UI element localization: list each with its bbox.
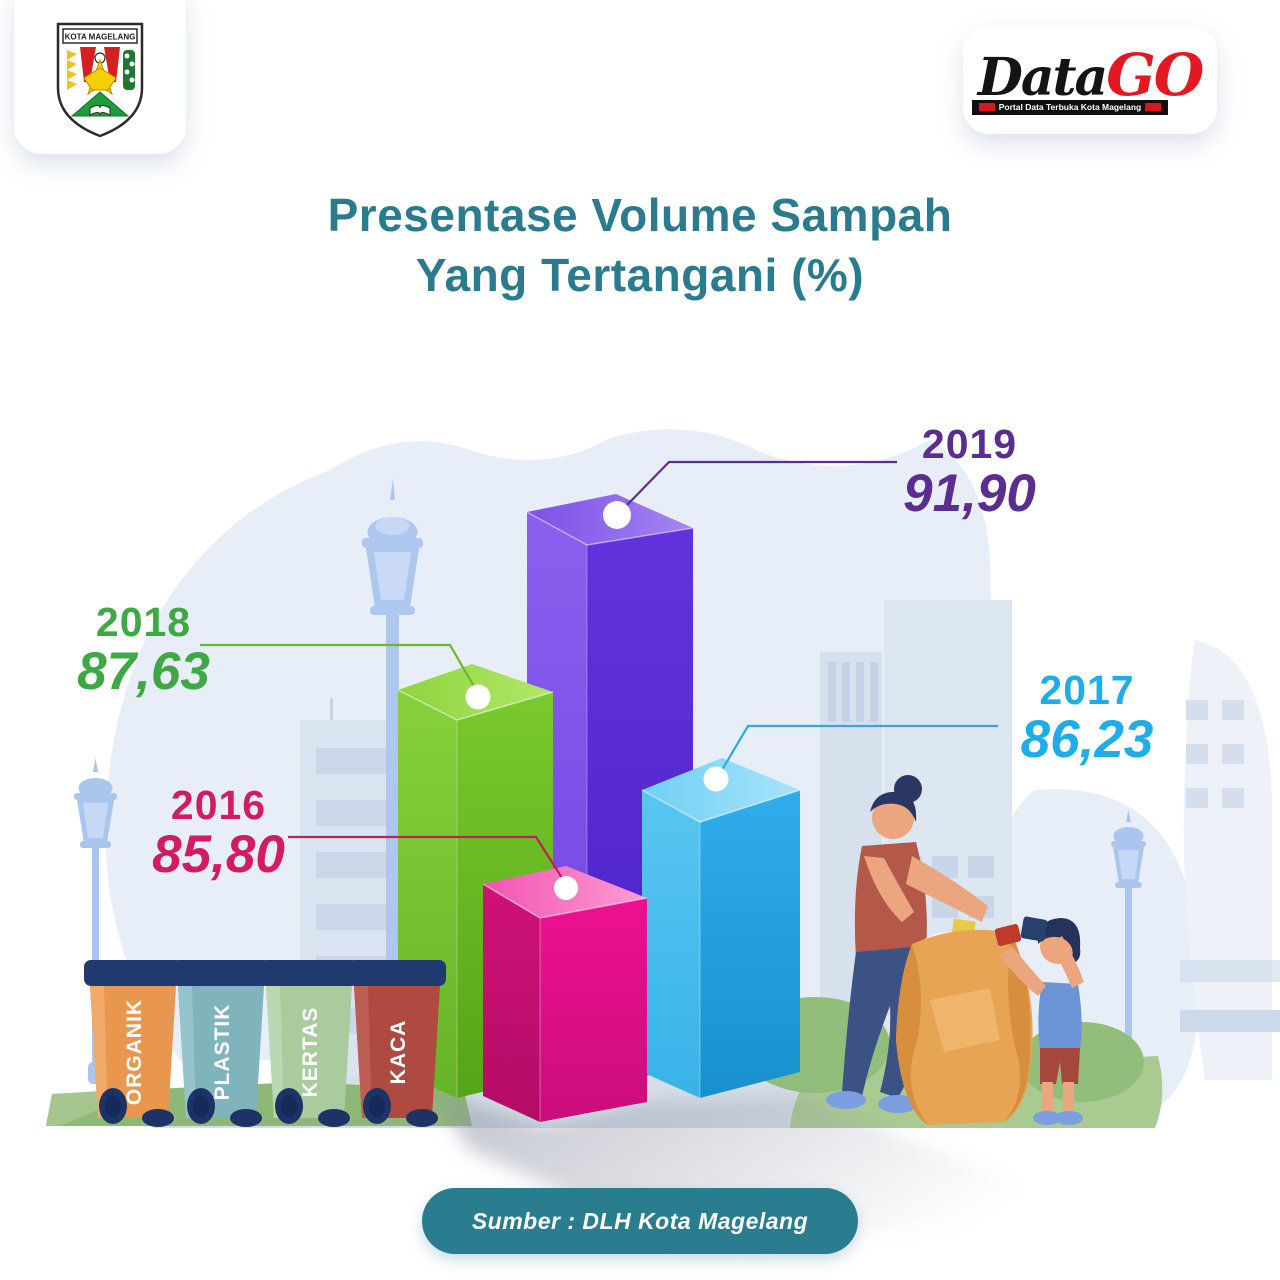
pin-2016	[554, 876, 578, 900]
callout-2019-year: 2019	[921, 421, 1018, 467]
bar-2017	[641, 758, 801, 1098]
callout-2016-value: 85,80	[152, 825, 285, 885]
bar-2016	[482, 866, 648, 1122]
illustration-trash-bag	[896, 918, 1033, 1125]
tagline-accent-left	[978, 103, 995, 111]
bin-kertas: KERTAS	[260, 960, 358, 1127]
page-title-line1: Presentase Volume Sampah	[327, 189, 953, 241]
callout-2019-value: 91,90	[903, 464, 1036, 524]
bin-organik: ORGANIK	[84, 960, 182, 1127]
bin-label-kaca: KACA	[387, 1020, 410, 1085]
tagline-accent-right	[1145, 103, 1162, 111]
pin-2017	[703, 766, 729, 792]
bars-shadow	[432, 1092, 1085, 1248]
street-lamp-center	[362, 478, 423, 1038]
city-crest-card: KOTA MAGELANG	[14, 0, 186, 154]
pin-2018	[465, 684, 491, 710]
illustration-boy	[994, 916, 1084, 1125]
datago-logo: Data GO	[977, 40, 1205, 109]
bin-label-kertas: KERTAS	[299, 1007, 322, 1098]
datago-tagline-bar: Portal Data Terbuka Kota Magelang	[972, 99, 1168, 115]
callout-2016-year: 2016	[170, 782, 267, 828]
callout-2017-value: 86,23	[1020, 710, 1154, 770]
kota-magelang-crest-icon: KOTA MAGELANG	[56, 22, 144, 138]
bin-label-plastik: PLASTIK	[211, 1004, 234, 1101]
callout-2016: 2016 85,80	[116, 782, 321, 885]
callout-2017: 2017 86,23	[992, 667, 1182, 770]
source-badge: Sumber : DLH Kota Magelang	[422, 1188, 858, 1254]
source-text: Sumber : DLH Kota Magelang	[471, 1207, 809, 1234]
illustration-people	[826, 775, 1084, 1125]
recycle-bins: ORGANIK PLASTIK KERTAS	[84, 960, 446, 1127]
building-far-right	[1180, 700, 1280, 1032]
page-title: Presentase Volume Sampah Yang Tertangani…	[0, 186, 1280, 306]
bin-kaca: KACA	[348, 960, 446, 1127]
callout-connectors	[200, 460, 998, 882]
datago-logo-card: Data GO Portal Data Terbuka Kota Magelang	[963, 26, 1217, 134]
bin-plastik: PLASTIK	[172, 960, 270, 1127]
callout-2018-value: 87,63	[77, 642, 210, 702]
callout-pins	[465, 501, 729, 900]
callout-2018-year: 2018	[95, 599, 192, 645]
callout-2019: 2019 91,90	[872, 421, 1067, 524]
datago-logo-data: Data	[977, 46, 1108, 108]
crest-banner-text: KOTA MAGELANG	[65, 33, 136, 42]
bin-label-organik: ORGANIK	[123, 999, 146, 1105]
datago-tagline-text: Portal Data Terbuka Kota Magelang	[998, 102, 1142, 112]
page-title-line2: Yang Tertangani (%)	[415, 248, 865, 301]
callout-2017-year: 2017	[1039, 667, 1135, 713]
callout-2018: 2018 87,63	[46, 599, 241, 702]
datago-logo-go: GO	[1106, 40, 1204, 109]
pin-2019	[603, 501, 631, 529]
